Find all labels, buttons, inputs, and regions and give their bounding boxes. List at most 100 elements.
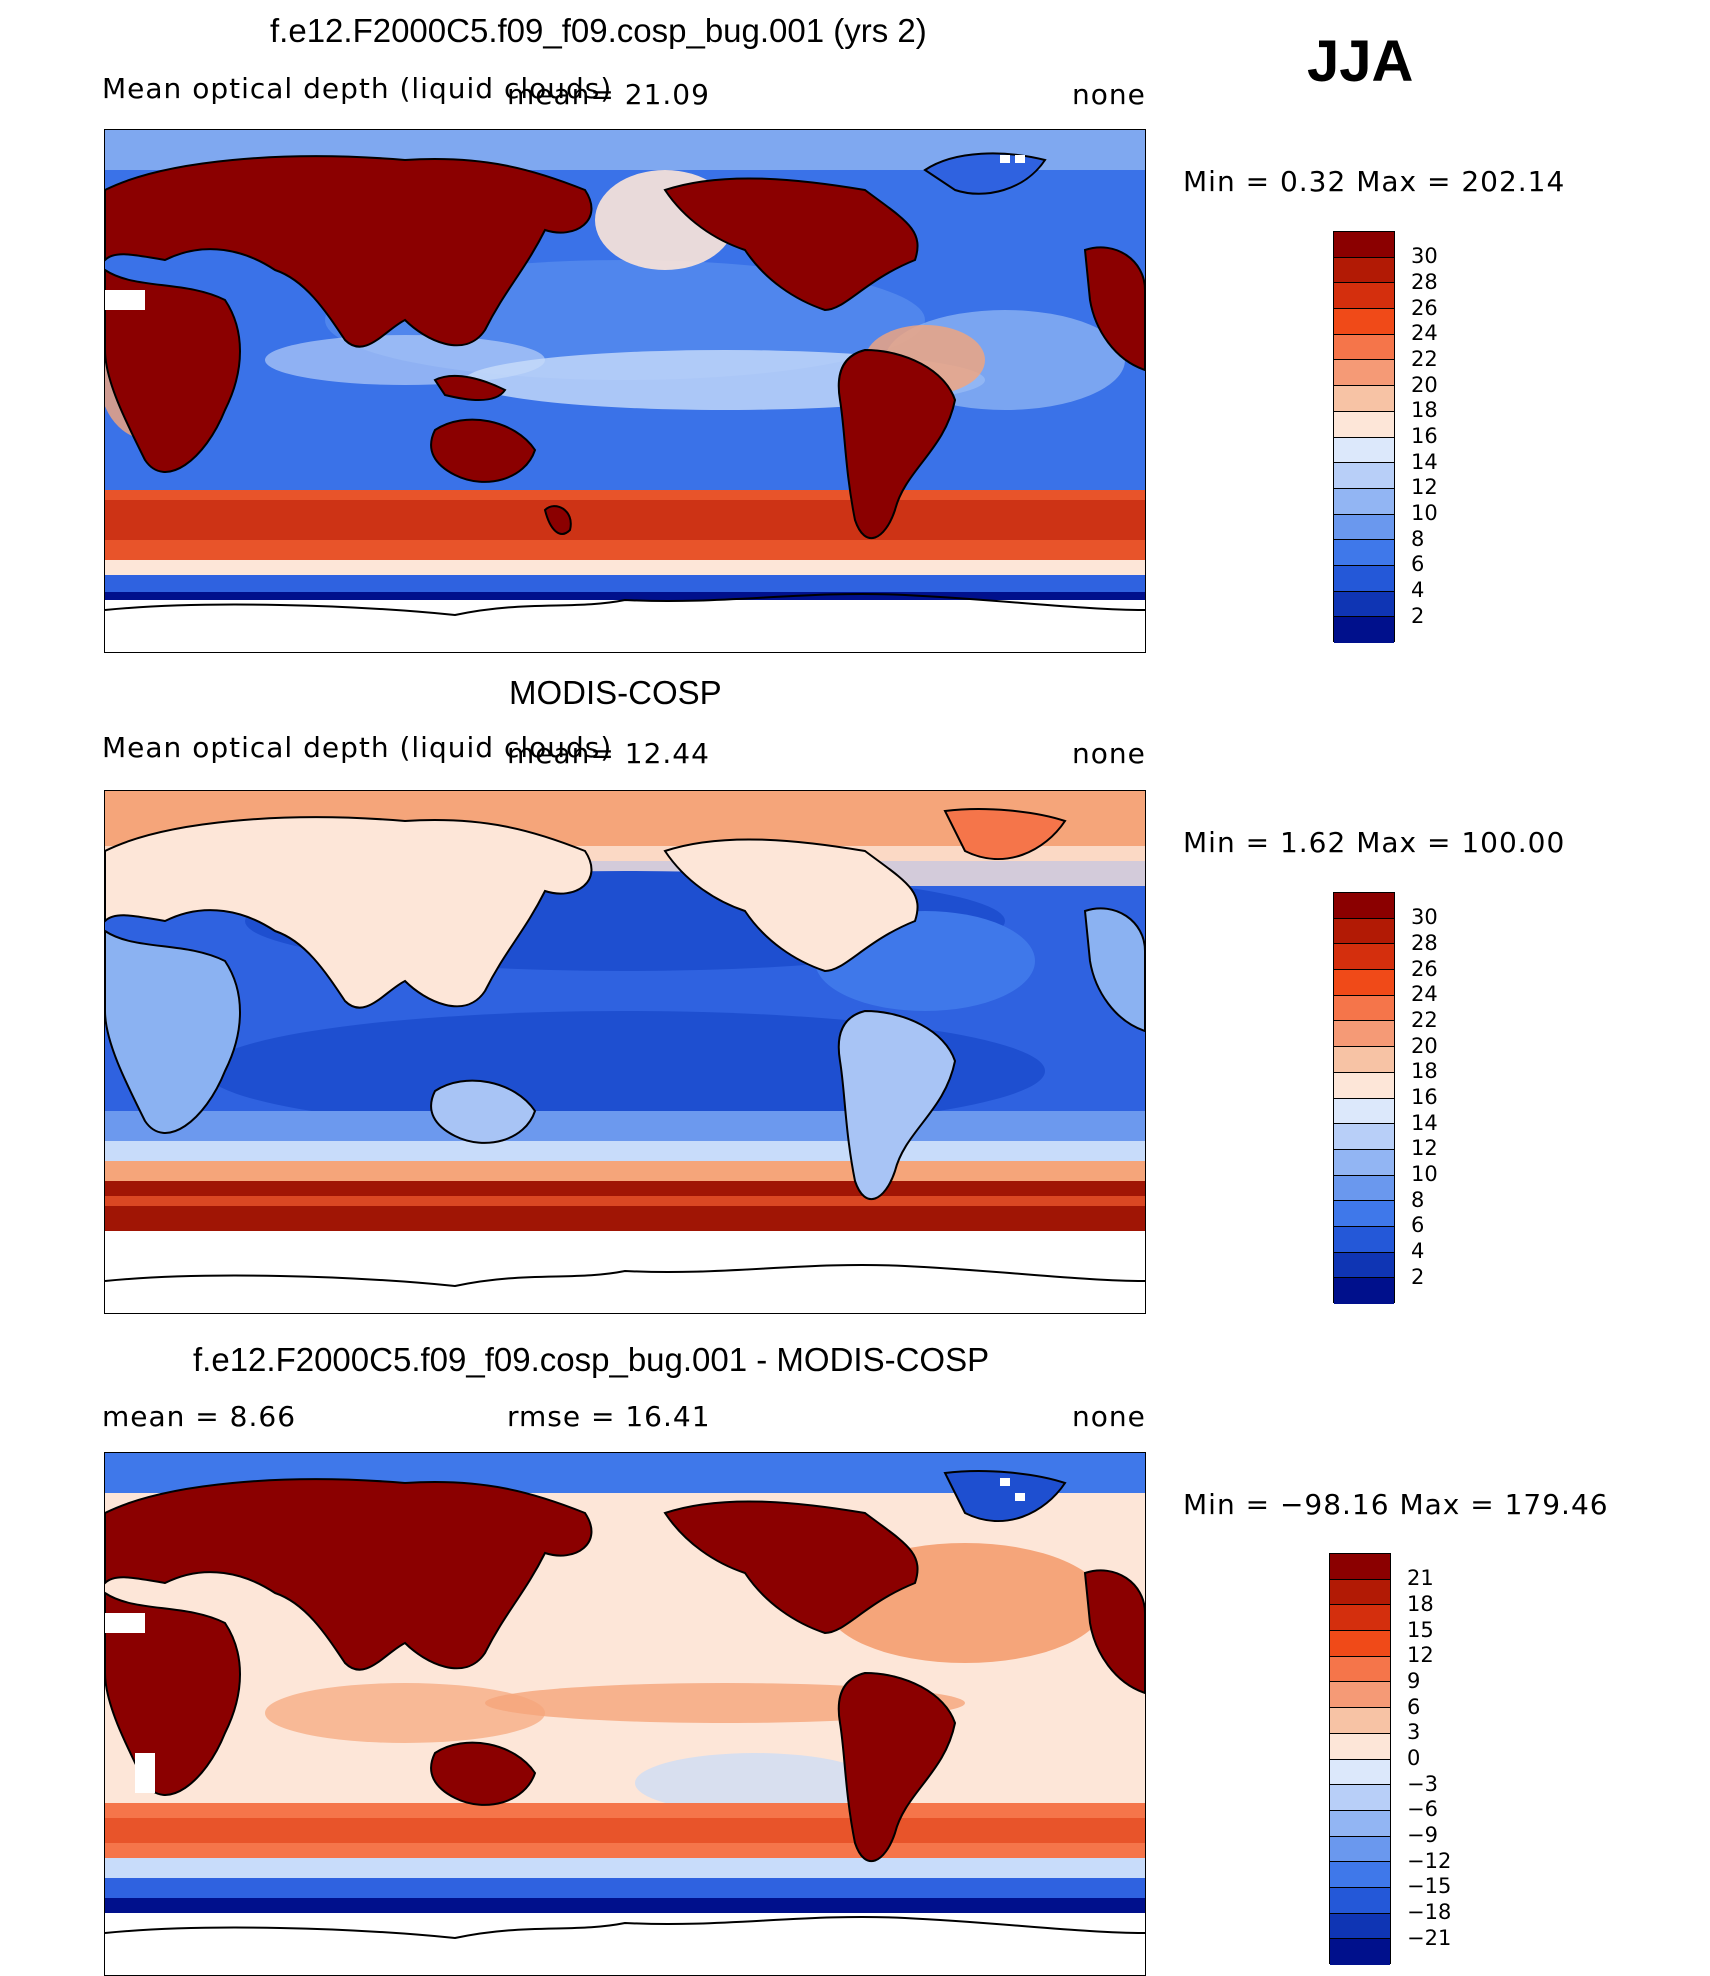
colorbar-tick-label: 12	[1411, 475, 1438, 500]
colorbar-tick-label: 2	[1411, 1264, 1425, 1289]
colorbar-cell	[1334, 283, 1394, 310]
panel-3-title: f.e12.F2000C5.f09_f09.cosp_bug.001 - MOD…	[193, 1341, 990, 1378]
colorbar-cell	[1334, 540, 1394, 566]
colorbar-cell	[1334, 970, 1394, 996]
colorbar-tick-label: 28	[1411, 269, 1438, 294]
panel-3-map	[104, 1452, 1146, 1976]
colorbar-cell	[1334, 565, 1394, 592]
panel-2-units: none	[1072, 737, 1146, 770]
colorbar-cell	[1334, 1201, 1394, 1227]
colorbar-tick-label: 6	[1411, 1213, 1425, 1238]
colorbar-cell	[1330, 1682, 1390, 1709]
colorbar-tick-label: −21	[1407, 1925, 1452, 1950]
colorbar-tick-label: −12	[1407, 1848, 1452, 1873]
colorbar-tick-label: 21	[1407, 1566, 1434, 1591]
colorbar-cell	[1330, 1631, 1390, 1657]
colorbar-cell	[1334, 514, 1394, 541]
colorbar-tick-label: 6	[1407, 1694, 1421, 1719]
panel-1-colorbar	[1333, 231, 1395, 643]
colorbar-cell	[1330, 1605, 1390, 1632]
colorbar-cell	[1330, 1579, 1390, 1606]
colorbar-tick-label: 24	[1411, 321, 1438, 346]
colorbar-cell	[1330, 1810, 1390, 1837]
colorbar-tick-label: 16	[1411, 1085, 1438, 1109]
colorbar-cell	[1330, 1836, 1390, 1863]
panel-3-colorbar	[1329, 1553, 1391, 1965]
colorbar-cell	[1334, 360, 1394, 387]
panel-1-title: f.e12.F2000C5.f09_f09.cosp_bug.001 (yrs …	[270, 12, 927, 49]
panel-2-mean: mean= 12.44	[507, 737, 710, 770]
colorbar-cell	[1334, 488, 1394, 515]
colorbar-tick-label: −15	[1407, 1874, 1452, 1899]
colorbar-cell	[1334, 918, 1394, 945]
colorbar-tick-label: −6	[1407, 1797, 1438, 1822]
colorbar-cell	[1334, 1047, 1394, 1073]
colorbar-tick-label: −3	[1407, 1771, 1438, 1796]
panel-2-title: MODIS-COSP	[509, 674, 722, 711]
colorbar-cell	[1330, 1785, 1390, 1811]
colorbar-cell	[1334, 1098, 1394, 1125]
colorbar-cell	[1330, 1862, 1390, 1888]
colorbar-cell	[1334, 411, 1394, 438]
colorbar-tick-label: 18	[1411, 1059, 1438, 1084]
colorbar-tick-label: −18	[1407, 1900, 1452, 1925]
colorbar-tick-label: 3	[1407, 1720, 1421, 1745]
colorbar-cell	[1334, 1252, 1394, 1279]
colorbar-tick-label: 18	[1407, 1591, 1434, 1616]
colorbar-tick-label: 14	[1411, 449, 1438, 474]
panel-2-variable-label: Mean optical depth (liquid clouds)	[102, 731, 613, 764]
colorbar-cell	[1334, 386, 1394, 412]
panel-3-mean: mean = 8.66	[102, 1400, 297, 1433]
colorbar-tick-label: 22	[1411, 346, 1438, 371]
colorbar-cell	[1330, 1656, 1390, 1683]
colorbar-tick-label: 10	[1411, 501, 1438, 526]
colorbar-tick-label: 12	[1411, 1136, 1438, 1161]
colorbar-tick-label: 9	[1407, 1668, 1421, 1693]
colorbar-cell	[1334, 1226, 1394, 1253]
colorbar-tick-label: −9	[1407, 1823, 1438, 1848]
colorbar-cell	[1330, 1939, 1390, 1965]
colorbar-tick-label: 15	[1407, 1617, 1434, 1642]
colorbar-cell	[1330, 1887, 1390, 1914]
panel-1-minmax: Min = 0.32 Max = 202.14	[1183, 165, 1566, 198]
colorbar-tick-label: 6	[1411, 552, 1425, 577]
colorbar-cell	[1334, 1175, 1394, 1202]
panel-1-variable-label: Mean optical depth (liquid clouds)	[102, 72, 613, 105]
colorbar-cell	[1334, 437, 1394, 464]
colorbar-tick-label: 2	[1411, 603, 1425, 628]
colorbar-tick-label: 12	[1407, 1643, 1434, 1668]
panel-1-units: none	[1072, 78, 1146, 111]
panel-2-minmax: Min = 1.62 Max = 100.00	[1183, 826, 1566, 859]
colorbar-cell	[1334, 893, 1394, 919]
colorbar-cell	[1334, 1072, 1394, 1099]
colorbar-tick-label: 20	[1411, 372, 1438, 397]
colorbar-tick-label: 4	[1411, 578, 1425, 603]
colorbar-tick-label: 18	[1411, 398, 1438, 423]
panel-2-colorbar	[1333, 892, 1395, 1304]
colorbar-cell	[1334, 944, 1394, 971]
colorbar-cell	[1334, 1021, 1394, 1048]
colorbar-cell	[1330, 1708, 1390, 1734]
colorbar-tick-label: 16	[1411, 424, 1438, 448]
colorbar-cell	[1330, 1759, 1390, 1786]
panel-3-rmse: rmse = 16.41	[507, 1400, 711, 1433]
panel-3-units: none	[1072, 1400, 1146, 1433]
colorbar-tick-label: 26	[1411, 956, 1438, 981]
colorbar-tick-label: 28	[1411, 930, 1438, 955]
panel-3-minmax: Min = −98.16 Max = 179.46	[1183, 1488, 1609, 1521]
colorbar-tick-label: 8	[1411, 526, 1425, 551]
colorbar-cell	[1334, 1149, 1394, 1176]
season-label: JJA	[1307, 29, 1414, 94]
panel-1-mean: mean= 21.09	[507, 78, 710, 111]
colorbar-cell	[1334, 1278, 1394, 1304]
colorbar-cell	[1334, 1124, 1394, 1150]
colorbar-tick-label: 10	[1411, 1162, 1438, 1187]
colorbar-cell	[1334, 995, 1394, 1022]
colorbar-cell	[1334, 617, 1394, 643]
colorbar-tick-label: 30	[1411, 905, 1438, 930]
colorbar-cell	[1334, 257, 1394, 284]
colorbar-cell	[1334, 309, 1394, 335]
colorbar-cell	[1330, 1733, 1390, 1760]
colorbar-tick-label: 0	[1407, 1746, 1421, 1770]
panel-2-map	[104, 790, 1146, 1314]
